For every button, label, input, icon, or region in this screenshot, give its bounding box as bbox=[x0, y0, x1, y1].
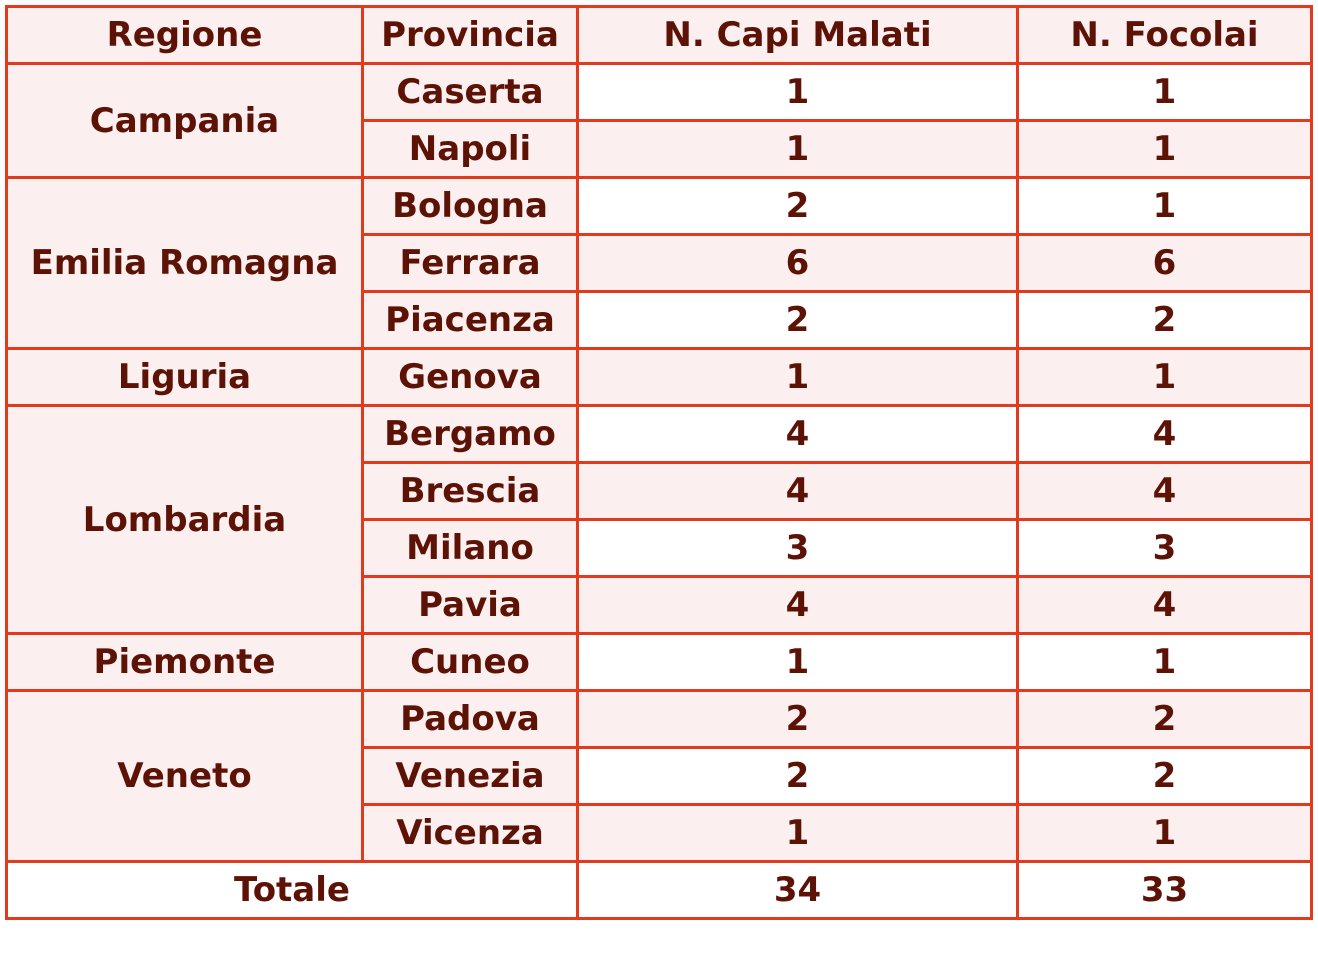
capi-cell: 4 bbox=[576, 575, 1019, 635]
focolai-cell: 3 bbox=[1016, 518, 1313, 578]
focolai-cell: 1 bbox=[1016, 803, 1313, 863]
focolai-cell: 1 bbox=[1016, 119, 1313, 179]
province-cell: Bergamo bbox=[361, 404, 579, 464]
capi-cell: 1 bbox=[576, 347, 1019, 407]
focolai-cell: 1 bbox=[1016, 347, 1313, 407]
province-cell: Brescia bbox=[361, 461, 579, 521]
focolai-cell: 1 bbox=[1016, 632, 1313, 692]
focolai-cell: 2 bbox=[1016, 290, 1313, 350]
table-row: Veneto Padova 2 2 bbox=[5, 689, 1313, 863]
capi-cell: 2 bbox=[576, 689, 1019, 749]
capi-cell: 2 bbox=[576, 176, 1019, 236]
focolai-cell: 2 bbox=[1016, 689, 1313, 749]
province-cell: Genova bbox=[361, 347, 579, 407]
province-cell: Napoli bbox=[361, 119, 579, 179]
province-cell: Milano bbox=[361, 518, 579, 578]
table-row: Napoli 1 1 bbox=[6, 119, 1313, 179]
province-cell: Caserta bbox=[361, 62, 579, 122]
province-cell: Pavia bbox=[361, 575, 579, 635]
province-cell: Vicenza bbox=[361, 803, 579, 863]
province-cell: Bologna bbox=[361, 176, 579, 236]
region-cell: Emilia Romagna bbox=[5, 176, 364, 350]
region-cell: Veneto bbox=[5, 689, 364, 863]
province-cell: Padova bbox=[361, 689, 579, 749]
province-cell: Cuneo bbox=[361, 632, 579, 692]
region-cell: Lombardia bbox=[5, 404, 364, 635]
capi-cell: 4 bbox=[576, 404, 1019, 464]
total-row: Totale 34 33 bbox=[5, 860, 1313, 920]
total-focolai: 33 bbox=[1016, 860, 1313, 920]
total-label: Totale bbox=[5, 860, 579, 920]
capi-cell: 3 bbox=[576, 518, 1019, 578]
header-provincia: Provincia bbox=[361, 5, 579, 65]
table-row: Campania Caserta 1 1 bbox=[5, 62, 1313, 179]
region-cell: Liguria bbox=[5, 347, 364, 407]
focolai-cell: 1 bbox=[1016, 62, 1313, 122]
capi-cell: 1 bbox=[576, 119, 1019, 179]
outbreak-table: Regione Provincia N. Capi Malati N. Foco… bbox=[5, 5, 1313, 920]
header-regione: Regione bbox=[5, 5, 364, 65]
region-cell: Campania bbox=[5, 62, 364, 179]
focolai-cell: 4 bbox=[1016, 575, 1313, 635]
capi-cell: 1 bbox=[576, 632, 1019, 692]
province-cell: Ferrara bbox=[361, 233, 579, 293]
focolai-cell: 6 bbox=[1016, 233, 1313, 293]
table-row: Lombardia Bergamo 4 4 bbox=[5, 404, 1313, 635]
capi-cell: 4 bbox=[576, 461, 1019, 521]
province-cell: Venezia bbox=[361, 746, 579, 806]
region-cell: Piemonte bbox=[5, 632, 364, 692]
header-row: Regione Provincia N. Capi Malati N. Foco… bbox=[5, 5, 1313, 65]
focolai-cell: 4 bbox=[1016, 404, 1313, 464]
capi-cell: 1 bbox=[576, 803, 1019, 863]
capi-cell: 1 bbox=[576, 62, 1019, 122]
capi-cell: 2 bbox=[576, 746, 1019, 806]
capi-cell: 2 bbox=[576, 290, 1019, 350]
header-capi-malati: N. Capi Malati bbox=[576, 5, 1019, 65]
header-focolai: N. Focolai bbox=[1016, 5, 1313, 65]
table-row: Piemonte Cuneo 1 1 bbox=[5, 632, 1313, 692]
capi-cell: 6 bbox=[576, 233, 1019, 293]
table-row: Emilia Romagna Bologna 2 1 bbox=[5, 176, 1313, 350]
province-cell: Piacenza bbox=[361, 290, 579, 350]
focolai-cell: 4 bbox=[1016, 461, 1313, 521]
focolai-cell: 1 bbox=[1016, 176, 1313, 236]
focolai-cell: 2 bbox=[1016, 746, 1313, 806]
table-row: Liguria Genova 1 1 bbox=[5, 347, 1313, 407]
total-capi: 34 bbox=[576, 860, 1019, 920]
